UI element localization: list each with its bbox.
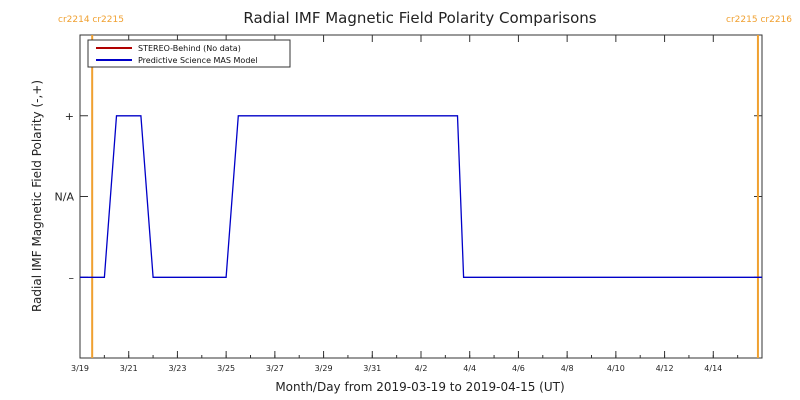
series-line	[80, 115, 762, 278]
x-tick-label: 4/8	[561, 364, 574, 373]
x-tick-label: 4/12	[656, 364, 674, 373]
legend-box	[87, 39, 291, 68]
x-tick-label: 4/10	[607, 364, 625, 373]
y-tick-label: +	[65, 110, 74, 123]
plot-frame	[79, 34, 763, 359]
y-tick-label: N/A	[55, 191, 75, 204]
y-tick-label: –	[69, 271, 75, 284]
x-tick-label: 4/6	[512, 364, 525, 373]
y-ticks: + N/A –	[55, 110, 762, 284]
x-tick-label: 3/31	[363, 364, 381, 373]
carrington-markers: cr2214 cr2215 cr2215 cr2216	[58, 15, 792, 358]
legend-label-stereo: STEREO-Behind (No data)	[138, 44, 241, 53]
legend-label-mas: Predictive Science MAS Model	[138, 56, 258, 65]
x-tick-label: 4/2	[415, 364, 428, 373]
x-tick-label: 3/29	[315, 364, 333, 373]
x-ticks: 3/19 3/21 3/23 3/25 3/27 3/29 3/31 4/2 4/4 4/6 4/8…	[71, 35, 763, 373]
x-tick-label: 4/4	[463, 364, 476, 373]
x-tick-label: 3/21	[120, 364, 138, 373]
y-axis-label: Radial IMF Magnetic Field Polarity (-,+)	[30, 80, 44, 312]
x-tick-label: 3/25	[217, 364, 235, 373]
carrington-label: cr2215 cr2216	[726, 15, 792, 25]
x-tick-label: 3/19	[71, 364, 89, 373]
x-tick-label: 4/14	[704, 364, 722, 373]
x-tick-label: 3/23	[168, 364, 186, 373]
chart-title: Radial IMF Magnetic Field Polarity Compa…	[243, 9, 596, 27]
series-lines	[80, 115, 762, 278]
x-tick-label: 3/27	[266, 364, 284, 373]
carrington-label: cr2214 cr2215	[58, 15, 124, 25]
legend: STEREO-Behind (No data) Predictive Scien…	[87, 39, 291, 68]
x-axis-label: Month/Day from 2019-03-19 to 2019-04-15 …	[275, 380, 564, 394]
